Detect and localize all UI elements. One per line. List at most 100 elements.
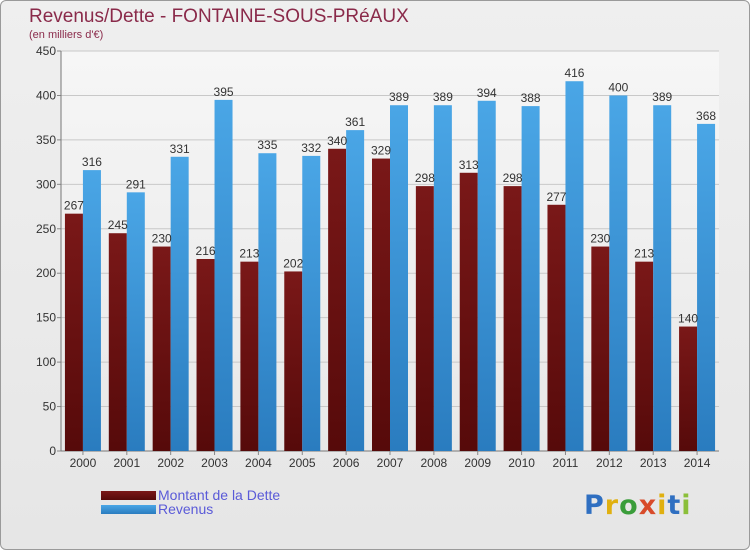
data-label-debt: 140	[678, 312, 698, 326]
x-tick-label: 2002	[157, 456, 184, 470]
bar-revenue	[258, 153, 277, 451]
legend-label-revenue: Revenus	[158, 501, 214, 517]
y-tick-label: 350	[36, 133, 56, 147]
bar-revenue	[390, 105, 408, 451]
logo-letter: r	[604, 490, 620, 521]
data-label-revenue: 361	[345, 115, 365, 129]
x-tick-label: 2007	[377, 456, 404, 470]
bar-revenue	[82, 170, 101, 451]
data-label-revenue: 389	[433, 90, 453, 104]
x-tick-label: 2004	[245, 456, 272, 470]
x-tick-label: 2012	[596, 456, 623, 470]
bar-revenue	[477, 100, 496, 452]
x-tick-label: 2006	[333, 456, 360, 470]
legend-item-revenue: Revenus	[101, 501, 213, 517]
logo-letter: i	[681, 490, 692, 521]
x-tick-label: 2013	[640, 456, 667, 470]
logo-letter: t	[667, 490, 682, 521]
bar-revenue	[521, 106, 540, 451]
data-label-debt: 267	[64, 199, 84, 213]
proxiti-logo: Proxiti	[584, 490, 692, 521]
logo-letter: i	[657, 490, 668, 521]
bar-debt	[372, 158, 390, 452]
data-label-revenue: 395	[214, 85, 234, 99]
x-tick-label: 2001	[113, 456, 140, 470]
data-label-debt: 340	[327, 134, 347, 148]
y-tick-label: 250	[36, 222, 56, 236]
data-label-revenue: 400	[608, 80, 628, 94]
data-label-debt: 216	[196, 244, 216, 258]
data-label-debt: 230	[152, 232, 172, 246]
data-label-revenue: 416	[564, 66, 584, 80]
data-label-debt: 313	[459, 158, 479, 172]
chart-subtitle: (en milliers d'€)	[29, 29, 104, 41]
data-label-revenue: 368	[696, 109, 716, 123]
x-tick-label: 2011	[553, 456, 579, 470]
data-label-debt: 213	[239, 247, 259, 261]
bar-debt	[547, 204, 566, 451]
bar-debt	[152, 246, 171, 451]
chart-title: Revenus/Dette - FONTAINE-SOUS-PRéAUX	[29, 6, 409, 27]
bar-revenue	[302, 155, 321, 451]
y-tick-label: 450	[36, 44, 56, 58]
legend-item-debt: Montant de la Dette	[101, 487, 280, 503]
bar-debt	[108, 233, 127, 451]
bar-debt	[196, 259, 215, 451]
bar-debt	[591, 246, 610, 451]
data-label-revenue: 389	[652, 90, 672, 104]
data-label-debt: 213	[634, 247, 654, 261]
x-tick-label: 2005	[289, 456, 316, 470]
data-label-debt: 277	[546, 190, 566, 204]
legend-label-debt: Montant de la Dette	[158, 487, 281, 503]
y-tick-label: 100	[36, 355, 56, 369]
data-label-revenue: 291	[126, 177, 146, 191]
x-tick-label: 2014	[684, 456, 711, 470]
logo-letter: o	[619, 490, 639, 521]
data-label-debt: 298	[503, 171, 523, 185]
data-label-debt: 245	[108, 218, 128, 232]
x-tick-label: 2009	[464, 456, 491, 470]
data-label-revenue: 388	[521, 91, 541, 105]
data-label-debt: 298	[415, 171, 435, 185]
bar-revenue	[609, 95, 628, 451]
logo-letter: P	[584, 490, 605, 521]
bar-revenue	[697, 123, 716, 451]
data-label-revenue: 316	[82, 155, 102, 169]
data-label-revenue: 331	[170, 142, 190, 156]
data-label-debt: 329	[371, 144, 391, 158]
data-label-revenue: 389	[389, 90, 409, 104]
y-tick-label: 50	[43, 400, 57, 414]
bar-revenue	[346, 130, 365, 451]
data-label-revenue: 394	[477, 86, 497, 100]
data-label-debt: 202	[283, 256, 303, 270]
bar-debt	[415, 186, 434, 451]
bar-debt	[284, 271, 303, 451]
x-tick-label: 2003	[201, 456, 228, 470]
x-tick-label: 2010	[508, 456, 535, 470]
y-tick-label: 200	[36, 266, 56, 280]
data-label-revenue: 335	[257, 138, 277, 152]
y-tick-label: 0	[49, 444, 56, 458]
data-label-revenue: 332	[301, 141, 321, 155]
bar-debt	[64, 213, 83, 451]
bar-revenue	[214, 99, 233, 451]
bar-revenue	[565, 81, 584, 451]
bar-debt	[240, 261, 259, 451]
data-label-debt: 230	[590, 232, 610, 246]
bar-debt	[459, 172, 478, 451]
bar-debt	[635, 261, 654, 451]
legend-swatch-revenue	[101, 504, 156, 514]
bar-revenue	[126, 192, 145, 452]
x-tick-label: 2000	[70, 456, 97, 470]
x-tick-label: 2008	[421, 456, 448, 470]
bar-revenue	[433, 105, 452, 451]
y-tick-label: 400	[36, 88, 56, 102]
bar-debt	[679, 326, 698, 451]
y-tick-label: 150	[36, 311, 56, 325]
logo-letter: x	[638, 490, 658, 521]
y-tick-label: 300	[36, 177, 56, 191]
bar-revenue	[653, 105, 672, 451]
bar-revenue	[170, 156, 189, 451]
